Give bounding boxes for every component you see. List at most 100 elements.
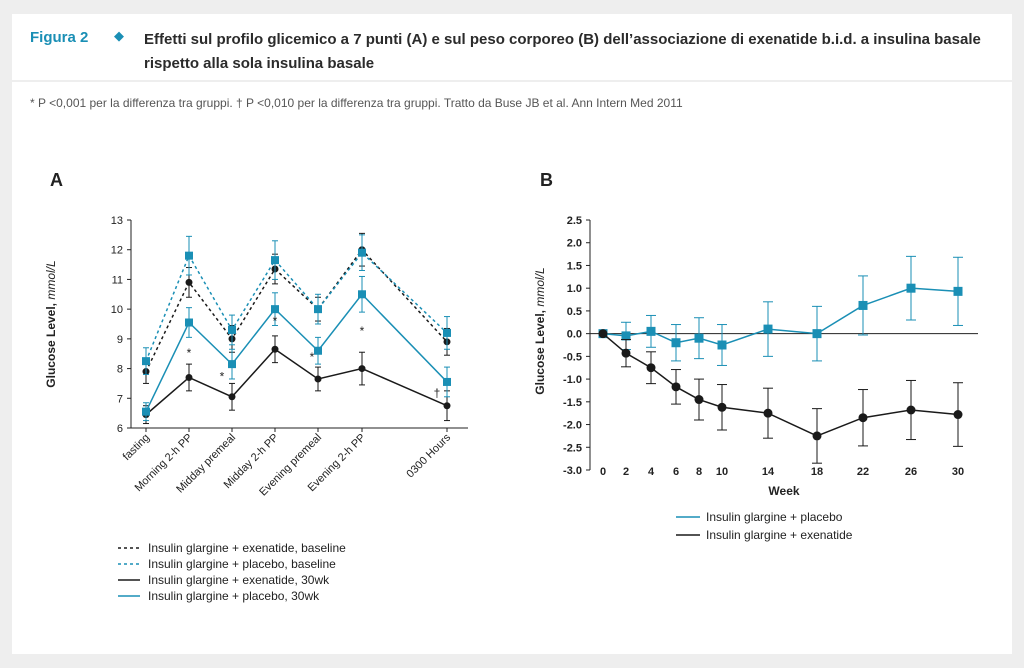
panel-a-data-point bbox=[358, 248, 366, 257]
panel-b-y-tick-label: 2.5 bbox=[567, 215, 582, 227]
panel-a-series-line bbox=[145, 251, 448, 362]
panel-a-data-point bbox=[185, 278, 193, 286]
panel-b-x-tick-label: 8 bbox=[696, 466, 702, 478]
panel-b-x-tick-label: 14 bbox=[762, 466, 775, 478]
panel-b-data-point bbox=[953, 410, 963, 420]
panel-a-legend-label: Insulin glargine + placebo, 30wk bbox=[148, 589, 320, 603]
panel-a-significance-mark: * bbox=[360, 324, 365, 338]
panel-b-y-tick-label: -1.0 bbox=[563, 374, 582, 386]
panel-a-y-tick-label: 8 bbox=[117, 364, 123, 376]
panel-b-data-point bbox=[621, 348, 631, 358]
panel-b-x-tick-label: 18 bbox=[811, 466, 823, 478]
panel-a-data-point bbox=[142, 357, 150, 366]
panel-a-data-point bbox=[228, 325, 236, 334]
panel-b-data-point bbox=[812, 329, 822, 339]
figure-footnote: * P <0,001 per la differenza tra gruppi.… bbox=[30, 96, 683, 110]
panel-b-data-point bbox=[598, 329, 608, 339]
panel-a-significance-mark: * bbox=[220, 369, 225, 383]
panel-b-data-point bbox=[694, 333, 704, 343]
panel-a-data-point bbox=[228, 360, 236, 369]
panel-a-data-point bbox=[185, 251, 193, 260]
panel-a-data-point bbox=[358, 365, 366, 373]
panel-a-data-point bbox=[271, 256, 279, 265]
panel-b-y-tick-label: -0.5 bbox=[563, 351, 582, 363]
panel-a-y-axis-label: Glucose Level, mmol/L bbox=[44, 260, 58, 387]
panel-b-x-tick-label: 0 bbox=[600, 466, 606, 478]
panel-a-y-tick-label: 9 bbox=[117, 334, 123, 346]
figure-title: Effetti sul profilo glicemico a 7 punti … bbox=[144, 31, 981, 72]
panel-a-data-point bbox=[271, 305, 279, 314]
panel-a-significance-mark: † bbox=[434, 386, 441, 400]
panel-a-y-tick-label: 11 bbox=[112, 274, 123, 286]
panel-b-x-tick-label: 22 bbox=[857, 466, 869, 478]
panel-b-data-point bbox=[906, 405, 916, 415]
panel-b-data-point bbox=[646, 326, 656, 336]
panel-b-y-tick-label: -3.0 bbox=[563, 465, 582, 477]
panel-a-data-point bbox=[314, 305, 322, 314]
panel-a-data-point bbox=[358, 290, 366, 299]
panel-b-data-point bbox=[694, 395, 704, 405]
panel-a-label: A bbox=[50, 170, 63, 190]
panel-a-significance-mark: * bbox=[187, 346, 192, 360]
panel-a-x-tick-label: 0300 Hours bbox=[404, 431, 453, 480]
panel-b-data-point bbox=[858, 300, 868, 310]
panel-b-data-point bbox=[906, 283, 916, 293]
panel-a-y-tick-label: 13 bbox=[111, 215, 123, 227]
panel-b-x-axis-label: Week bbox=[768, 484, 799, 498]
panel-b-x-tick-label: 2 bbox=[623, 466, 629, 478]
panel-a-significance-mark: * bbox=[310, 350, 315, 364]
diamond-icon: ◆ bbox=[114, 28, 124, 43]
panel-a-data-point bbox=[314, 375, 322, 383]
panel-b-y-tick-label: 0.5 bbox=[567, 306, 582, 318]
panel-a-data-point bbox=[314, 346, 322, 355]
panel-b-y-tick-label: 1.5 bbox=[567, 260, 582, 272]
panel-a-data-point bbox=[443, 377, 451, 386]
panel-b-x-tick-label: 6 bbox=[673, 466, 679, 478]
panel-b-data-point bbox=[763, 324, 773, 334]
panel-b-data-point bbox=[671, 382, 681, 392]
figure-header: Figura 2 ◆ Effetti sul profilo glicemico… bbox=[12, 14, 1012, 82]
panel-a-legend-label: Insulin glargine + exenatide, baseline bbox=[148, 541, 346, 555]
panel-b-series-line bbox=[602, 287, 959, 346]
panel-b-legend-label: Insulin glargine + placebo bbox=[706, 510, 843, 524]
panel-a-legend-label: Insulin glargine + exenatide, 30wk bbox=[148, 573, 330, 587]
panel-a-data-point bbox=[185, 373, 193, 381]
panel-b-x-tick-label: 30 bbox=[952, 466, 964, 478]
panel-a-data-point bbox=[443, 328, 451, 337]
panel-a-y-tick-label: 6 bbox=[117, 423, 123, 435]
panel-b-data-point bbox=[812, 431, 822, 441]
panel-a-data-point bbox=[443, 402, 451, 410]
panel-b-data-point bbox=[621, 331, 631, 341]
panel-b-x-tick-label: 4 bbox=[648, 466, 655, 478]
panel-a-x-tick-label: fasting bbox=[121, 432, 152, 463]
panel-b-data-point bbox=[646, 363, 656, 373]
panel-a-data-point bbox=[228, 393, 236, 401]
panel-b-y-tick-label: -1.5 bbox=[563, 397, 582, 409]
panel-b-x-tick-label: 26 bbox=[905, 466, 917, 478]
panel-a-y-tick-label: 12 bbox=[111, 245, 123, 257]
panel-a-data-point bbox=[185, 318, 193, 327]
panel-b-data-point bbox=[717, 402, 727, 412]
panel-b-data-point bbox=[953, 286, 963, 296]
panel-b-data-point bbox=[763, 408, 773, 418]
panel-b-y-tick-label: 1.0 bbox=[567, 283, 582, 295]
panel-b-y-axis-label: Glucose Level, mmol/L bbox=[533, 267, 547, 394]
panel-b-data-point bbox=[717, 340, 727, 350]
panel-a-y-tick-label: 7 bbox=[117, 393, 123, 405]
panel-b-series-line bbox=[602, 333, 959, 437]
panel-b-y-tick-label: 0.0 bbox=[567, 329, 582, 341]
panel-b-y-tick-label: -2.5 bbox=[563, 442, 582, 454]
figure-label: Figura 2 bbox=[30, 29, 89, 46]
panel-a-data-point bbox=[142, 407, 150, 416]
panel-a-significance-mark: * bbox=[273, 314, 278, 328]
panel-b-data-point bbox=[858, 413, 868, 423]
panel-b-data-point bbox=[671, 338, 681, 348]
panel-b-label: B bbox=[540, 170, 553, 190]
panel-b-y-tick-label: 2.0 bbox=[567, 238, 582, 250]
panel-b-x-tick-label: 10 bbox=[716, 466, 728, 478]
panel-a-y-tick-label: 10 bbox=[111, 304, 123, 316]
panel-b-y-tick-label: -2.0 bbox=[563, 420, 582, 432]
panel-a-legend-label: Insulin glargine + placebo, baseline bbox=[148, 557, 336, 571]
panel-b-legend-label: Insulin glargine + exenatide bbox=[706, 528, 853, 542]
